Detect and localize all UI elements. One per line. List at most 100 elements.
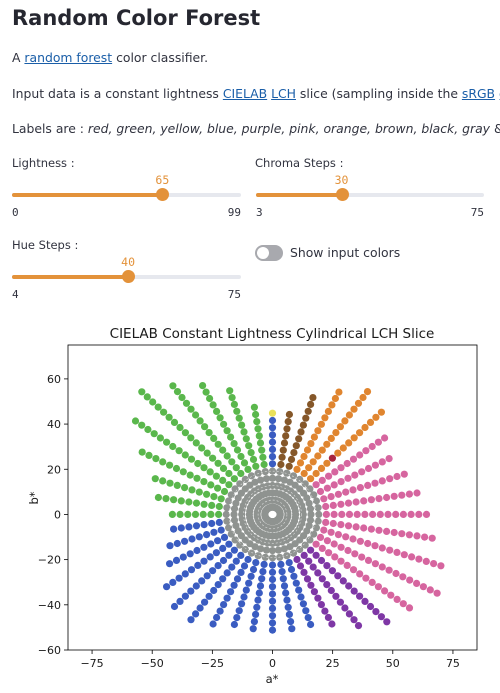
scatter-point <box>219 446 227 454</box>
scatter-point <box>193 474 201 482</box>
scatter-point <box>220 487 229 496</box>
scatter-point <box>307 440 315 448</box>
scatter-point <box>345 582 353 590</box>
scatter-point <box>331 468 339 476</box>
scatter-point <box>354 622 363 630</box>
scatter-point <box>422 510 431 518</box>
scatter-point <box>237 568 245 576</box>
scatter-point <box>342 488 350 496</box>
scatter-point <box>361 423 369 432</box>
scatter-point <box>335 388 343 396</box>
scatter-point <box>244 555 252 564</box>
scatter-point <box>407 510 415 518</box>
scatter-point <box>323 440 331 448</box>
show-input-colors-toggle[interactable] <box>255 245 283 261</box>
scatter-point <box>268 438 277 446</box>
x-tick-label: 75 <box>446 657 460 670</box>
scatter-point <box>329 501 337 509</box>
scatter-point <box>337 500 345 508</box>
scatter-point <box>341 604 349 612</box>
chroma-slider[interactable]: 30 3 75 <box>256 173 484 219</box>
scatter-point <box>240 562 249 570</box>
scatter-point <box>219 556 228 565</box>
scatter-point <box>267 503 275 511</box>
scatter-point <box>160 408 168 416</box>
scatter-point <box>260 560 268 568</box>
scatter-point <box>288 625 296 633</box>
intro-paragraph-1: A random forest color classifier. <box>12 50 209 65</box>
lightness-thumb[interactable] <box>156 188 170 201</box>
scatter-point <box>415 555 423 563</box>
lightness-slider[interactable]: 65 0 99 <box>12 173 241 219</box>
scatter-point <box>296 562 305 570</box>
scatter-point <box>200 500 208 508</box>
scatter-point <box>316 487 325 496</box>
chroma-label: Chroma Steps : <box>255 156 344 170</box>
scatter-point <box>323 484 331 492</box>
scatter-point <box>208 519 216 528</box>
scatter-point <box>421 533 429 541</box>
scatter-point <box>276 468 284 476</box>
x-axis-ticks: −75 −50 −25 0 25 50 75 <box>80 650 460 670</box>
scatter-point <box>310 491 318 499</box>
scatter-point <box>419 583 427 591</box>
scatter-point <box>364 556 373 564</box>
scatter-point <box>322 502 330 511</box>
intro-paragraph-2: Input data is a constant lightness CIELA… <box>12 86 500 102</box>
scatter-point <box>327 528 335 536</box>
scatter-point <box>374 583 382 591</box>
scatter-point <box>217 526 225 534</box>
scatter-point <box>283 469 291 477</box>
lightness-min: 0 <box>12 206 19 219</box>
chroma-fill <box>256 193 342 197</box>
scatter-point <box>220 420 228 428</box>
scatter-point <box>361 510 369 518</box>
scatter-point <box>312 481 320 489</box>
scatter-point <box>206 468 214 476</box>
scatter-point <box>181 592 189 600</box>
chroma-track[interactable] <box>256 193 484 197</box>
scatter-point <box>258 446 266 454</box>
scatter-point <box>154 493 162 502</box>
scatter-point <box>332 592 340 600</box>
scatter-point <box>257 545 265 553</box>
scatter-point <box>284 603 292 611</box>
lch-slice-chart: CIELAB Constant Lightness Cylindrical LC… <box>27 326 478 686</box>
scatter-point <box>220 601 228 609</box>
srgb-link[interactable]: sRGB <box>461 86 496 101</box>
scatter-point <box>363 388 372 396</box>
scatter-point <box>250 403 258 411</box>
scatter-point <box>337 521 345 529</box>
scatter-point <box>314 427 322 435</box>
hue-thumb[interactable] <box>122 270 136 283</box>
scatter-point <box>262 475 271 483</box>
scatter-point <box>254 596 262 604</box>
cielab-link[interactable]: CIELAB <box>222 86 268 101</box>
scatter-point <box>220 533 229 541</box>
scatter-point <box>317 464 326 472</box>
scatter-point <box>312 524 320 532</box>
scatter-point <box>241 545 249 554</box>
scatter-point <box>303 446 312 454</box>
y-tick-label: −60 <box>38 644 61 657</box>
scatter-point <box>359 393 367 402</box>
lch-link[interactable]: LCH <box>271 86 296 101</box>
chroma-thumb[interactable] <box>335 188 349 201</box>
scatter-point <box>321 607 329 615</box>
scatter-point <box>247 549 256 557</box>
scatter-point <box>309 563 317 571</box>
scatter-point <box>327 434 335 442</box>
scatter-point <box>138 388 146 396</box>
random-forest-link[interactable]: random forest <box>24 50 113 65</box>
scatter-point <box>212 549 220 557</box>
scatter-point <box>280 582 289 590</box>
scatter-point <box>331 553 339 561</box>
scatter-point <box>231 536 239 544</box>
scatter-point <box>278 453 286 461</box>
hue-slider[interactable]: 40 4 75 <box>12 255 241 301</box>
scatter-point <box>226 387 234 395</box>
scatter-point <box>242 435 250 443</box>
scatter-point <box>144 425 152 434</box>
scatter-point <box>345 610 353 618</box>
scatter-point <box>192 439 200 447</box>
